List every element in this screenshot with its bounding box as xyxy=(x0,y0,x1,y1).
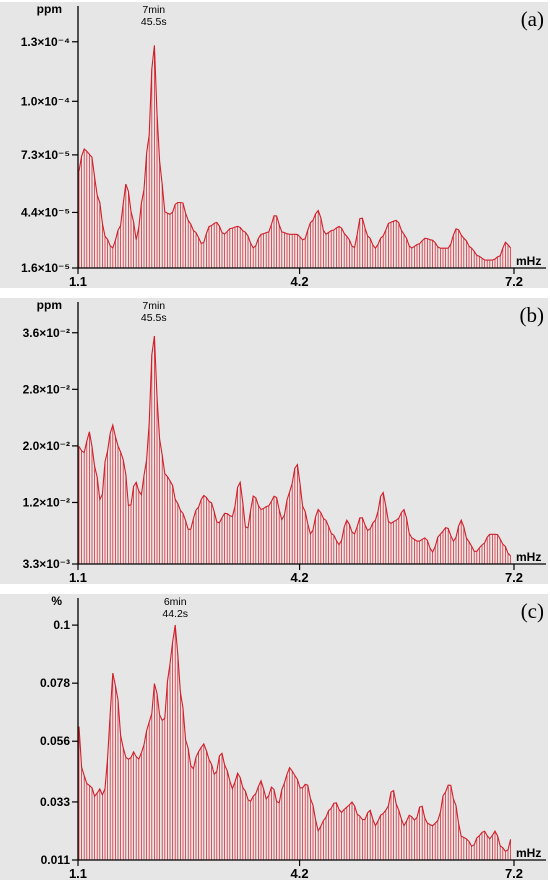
y-tick-label: 0.1 xyxy=(53,618,70,632)
spectrum-panel-c: 0.011 0.033 0.056 0.078 0.1 1.1 4.2 7.2% mHz (c) 6… xyxy=(0,594,548,881)
x-tick-label: 4.2 xyxy=(291,866,309,881)
y-tick-label: 1.6×10⁻⁵ xyxy=(21,261,70,275)
peak-annotation-line1: 7min xyxy=(142,300,165,312)
x-tick-label: 7.2 xyxy=(505,274,523,289)
y-tick-label: 0.011 xyxy=(41,853,71,867)
y-tick-label: 0.078 xyxy=(40,676,70,690)
peak-annotation-line1: 7min xyxy=(142,4,165,16)
peak-annotation-line2: 44.2s xyxy=(162,608,188,620)
y-tick-label: 7.3×10⁻⁵ xyxy=(21,148,70,162)
spectrum-bars xyxy=(78,336,512,564)
peak-annotation-line2: 45.5s xyxy=(141,312,167,324)
x-axis-label: mHz xyxy=(516,846,541,860)
y-axis-label: ppm xyxy=(37,2,62,16)
y-tick-label: 2.0×10⁻² xyxy=(23,439,70,453)
y-tick-label: 4.4×10⁻⁵ xyxy=(21,205,70,219)
y-axis-label: ppm xyxy=(37,298,62,312)
peak-annotation-line2: 45.5s xyxy=(141,16,167,28)
spectrum-panel-b: 3.3×10⁻³ 1.2×10⁻² 2.0×10⁻² 2.8×10⁻² 3.6×10⁻²… xyxy=(0,298,548,585)
spectrum-envelope-line xyxy=(78,625,512,853)
x-tick-label: 4.2 xyxy=(291,570,309,585)
spectrum-envelope-line xyxy=(78,45,512,261)
y-tick-label: 1.3×10⁻⁴ xyxy=(21,35,70,49)
y-tick-label: 0.033 xyxy=(40,795,70,809)
y-tick-label: 3.3×10⁻³ xyxy=(23,557,70,571)
panel-label: (c) xyxy=(521,599,544,623)
peak-annotation-line1: 6min xyxy=(164,596,187,608)
spectrum-panel-a: 1.6×10⁻⁵ 4.4×10⁻⁵ 7.3×10⁻⁵ 1.0×10⁻⁴ 1.3×10⁻⁴… xyxy=(0,2,548,289)
spectrum-envelope-line xyxy=(78,335,511,557)
y-tick-label: 1.0×10⁻⁴ xyxy=(21,94,70,108)
x-tick-label: 1.1 xyxy=(69,866,87,881)
x-tick-label: 4.2 xyxy=(291,274,309,289)
y-tick-label: 1.2×10⁻² xyxy=(23,495,70,509)
y-tick-label: 3.6×10⁻² xyxy=(23,326,70,340)
x-axis-label: mHz xyxy=(516,254,541,268)
x-axis-label: mHz xyxy=(516,550,541,564)
x-tick-label: 7.2 xyxy=(505,866,523,881)
spectrum-bars xyxy=(78,45,512,268)
y-axis-label: % xyxy=(51,594,62,608)
y-tick-label: 2.8×10⁻² xyxy=(23,382,70,396)
y-tick-label: 0.056 xyxy=(40,734,70,748)
panel-label: (a) xyxy=(521,7,544,31)
x-tick-label: 1.1 xyxy=(69,570,87,585)
x-tick-label: 7.2 xyxy=(505,570,523,585)
spectrum-bars xyxy=(78,625,512,860)
panel-label: (b) xyxy=(520,303,545,327)
x-tick-label: 1.1 xyxy=(69,274,87,289)
